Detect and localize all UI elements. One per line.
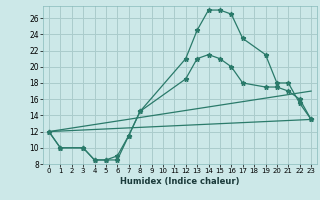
X-axis label: Humidex (Indice chaleur): Humidex (Indice chaleur) xyxy=(120,177,240,186)
